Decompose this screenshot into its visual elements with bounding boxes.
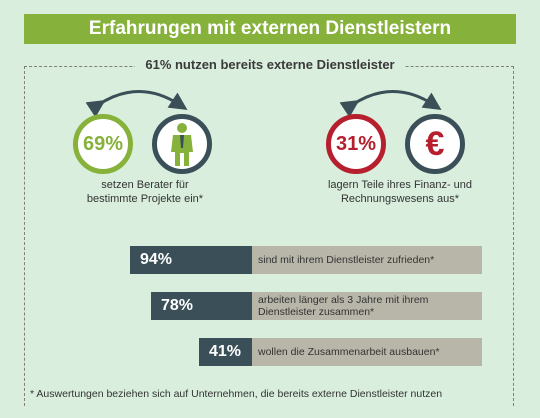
right-desc-line1: lagern Teile ihres Finanz- und: [327, 179, 473, 191]
left-description: setzen Berater für bestimmte Projekte ei…: [60, 178, 230, 206]
right-arrow-icon: [339, 90, 442, 118]
businessman-circle: [152, 114, 212, 174]
bar-label: arbeiten länger als 3 Jahre mit ihrem Die…: [252, 292, 482, 320]
bar-value: 94%: [130, 246, 252, 274]
bar-row: 94% sind mit ihrem Dienstleister zufriede…: [0, 246, 540, 274]
right-description: lagern Teile ihres Finanz- und Rechnungs…: [300, 178, 500, 206]
bar-row: 78% arbeiten länger als 3 Jahre mit ihrem…: [0, 292, 540, 320]
bar-row: 41% wollen die Zusammenarbeit ausbauen*: [0, 338, 540, 366]
left-percent-circle: 69%: [73, 114, 133, 174]
right-desc-line2: Rechnungswesens aus*: [340, 193, 460, 205]
title-bar: Erfahrungen mit externen Dienstleistern: [24, 14, 516, 44]
left-arrow-icon: [85, 90, 188, 118]
page-title: Erfahrungen mit externen Dienstleistern: [88, 18, 452, 39]
euro-icon: €: [425, 124, 445, 163]
left-desc-line1: setzen Berater für: [101, 179, 189, 191]
right-percent: 31%: [335, 132, 377, 155]
right-percent-circle: 31%: [326, 114, 386, 174]
bar-label: sind mit ihrem Dienstleister zufrieden*: [252, 246, 482, 274]
bar-value: 41%: [199, 338, 252, 366]
subtitle: 61% nutzen bereits externe Dienstleister: [0, 57, 540, 72]
left-desc-line2: bestimmte Projekte ein*: [86, 193, 204, 205]
bar-label: wollen die Zusammenarbeit ausbauen*: [252, 338, 482, 366]
businessman-icon: [171, 123, 193, 166]
exchange-arrows: [85, 90, 442, 118]
euro-circle: €: [405, 114, 465, 174]
footnote: * Auswertungen beziehen sich auf Unterne…: [30, 388, 443, 400]
bar-value: 78%: [151, 292, 252, 320]
left-percent: 69%: [82, 132, 124, 155]
subtitle-text: 61% nutzen bereits externe Dienstleister: [135, 57, 405, 72]
